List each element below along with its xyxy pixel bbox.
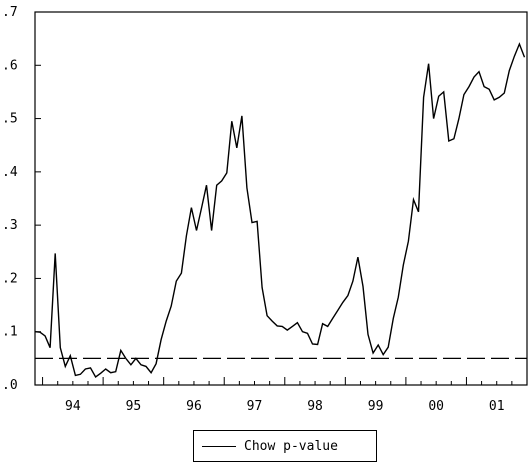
y-tick-label: .6 [2,58,18,73]
legend-label: Chow p-value [244,438,338,454]
series-layer [34,42,526,379]
x-tick-label: 99 [368,399,384,414]
y-axis: .0 .1 .2 .3 .4 .5 .6 .7 [2,5,41,393]
y-tick-label: .2 [2,271,18,286]
x-tick-label: 01 [489,399,505,414]
legend-line-swatch [202,445,236,447]
y-tick-label: .7 [2,5,18,20]
x-tick-label: 98 [307,399,323,414]
x-tick-label: 94 [65,399,81,414]
y-tick-label: .5 [2,112,18,127]
plot-area [34,11,528,386]
x-axis: 94 95 96 97 98 99 00 01 [42,377,528,414]
legend: Chow p-value [193,430,377,462]
y-tick-label: .3 [2,218,18,233]
series-line-chow-p-value [34,42,526,379]
y-tick-label: .1 [2,325,18,340]
y-tick-label: .4 [2,165,18,180]
x-tick-label: 00 [428,399,444,414]
plot-border [34,11,528,386]
x-tick-label: 97 [247,399,263,414]
y-tick-label: .0 [2,378,18,393]
x-tick-label: 95 [126,399,142,414]
x-tick-label: 96 [186,399,202,414]
